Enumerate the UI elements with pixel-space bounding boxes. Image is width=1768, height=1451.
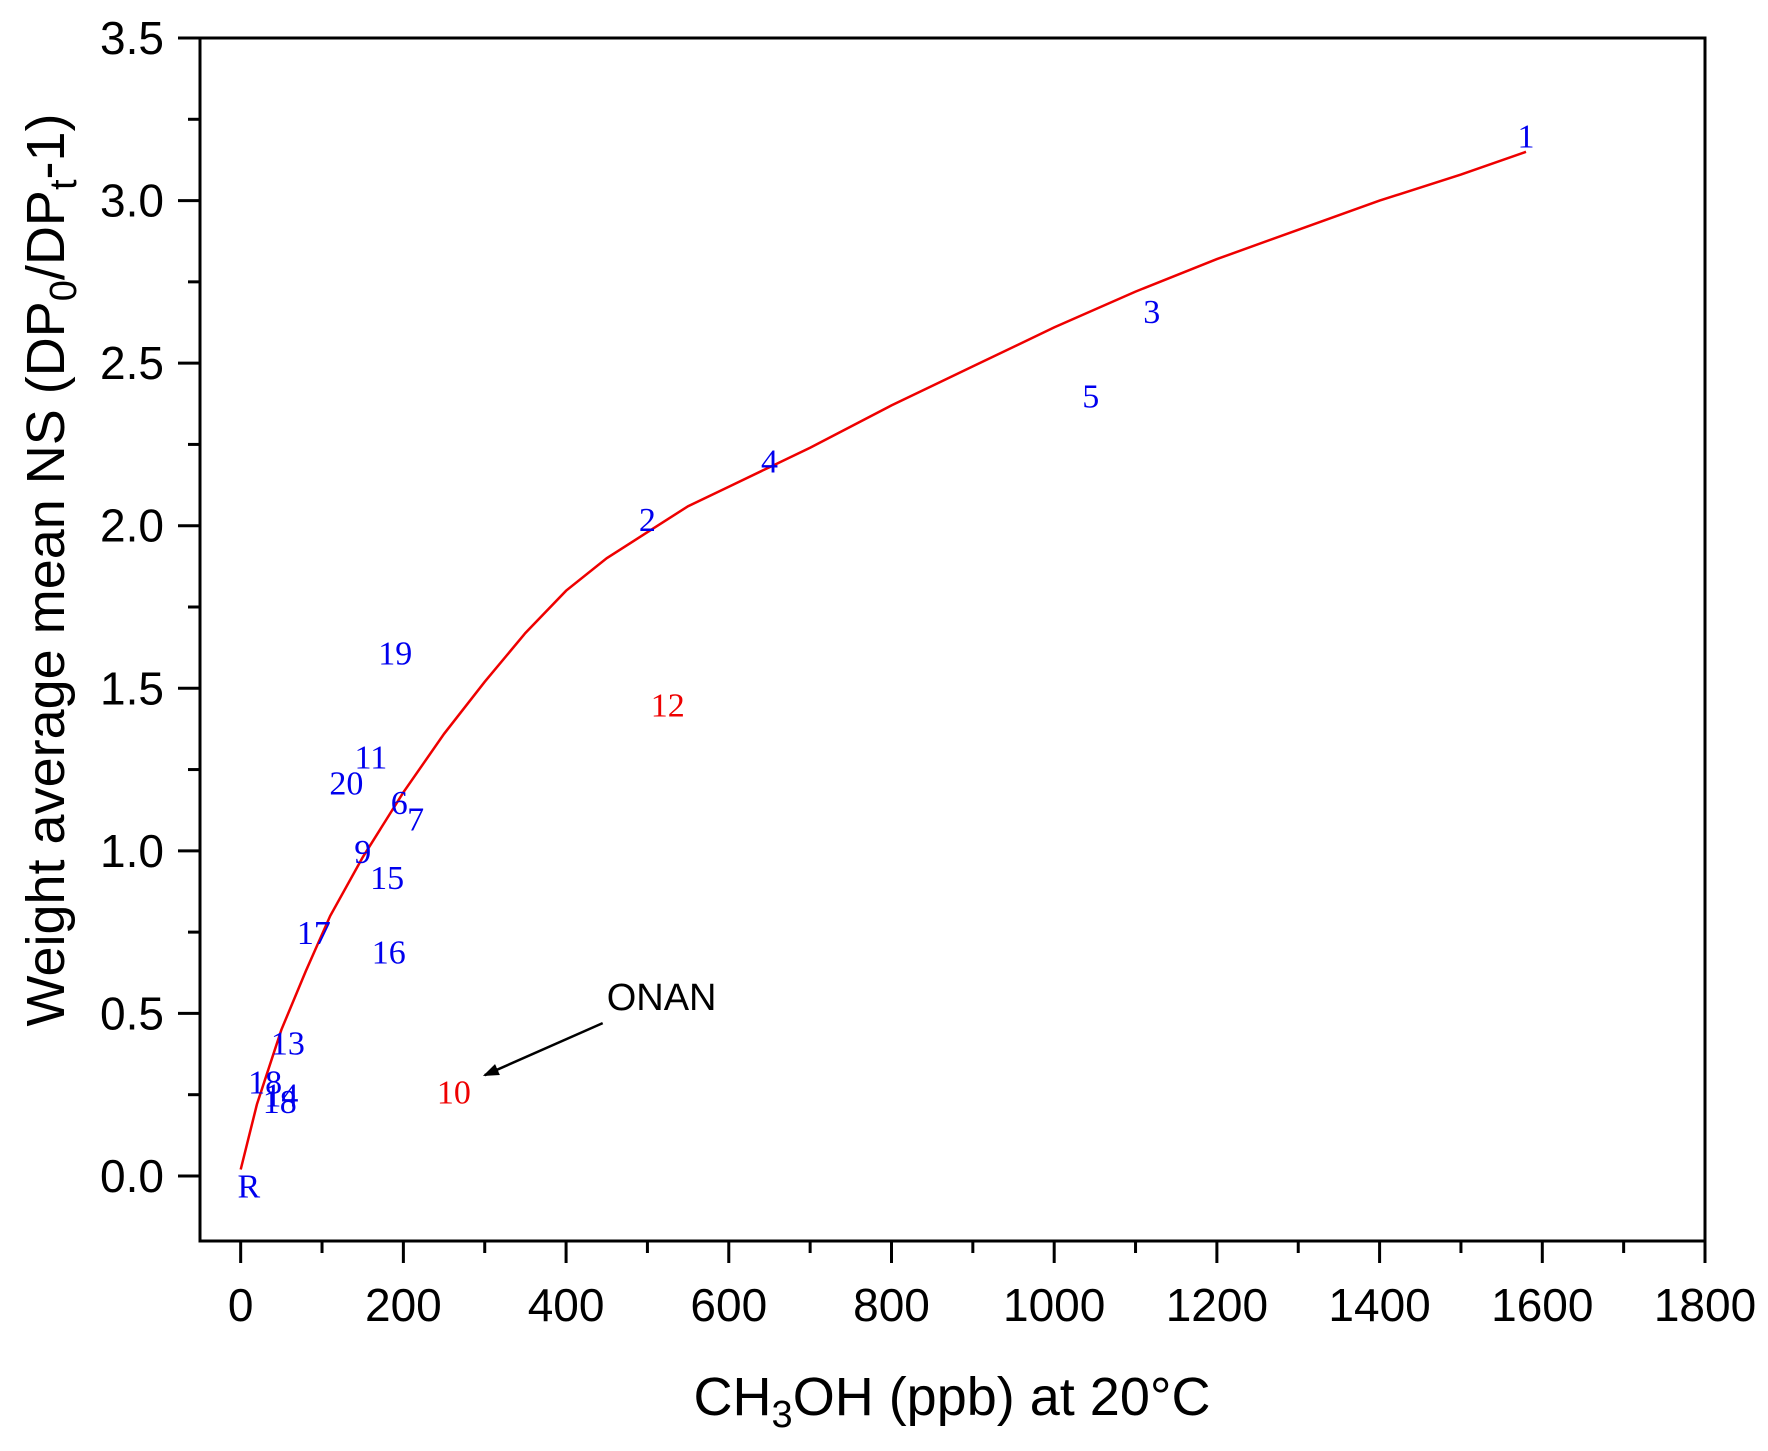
x-tick-label: 1800	[1654, 1279, 1756, 1331]
x-tick-label: 800	[853, 1279, 930, 1331]
x-axis-title-sub: 3	[772, 1394, 793, 1436]
data-point-label-16: 16	[372, 935, 406, 972]
x-tick-label: 200	[365, 1279, 442, 1331]
y-axis-title-sub: t	[43, 179, 85, 190]
fit-curve	[239, 150, 1527, 1170]
data-point-label-R: R	[237, 1169, 260, 1206]
x-tick-label: 400	[528, 1279, 605, 1331]
annotation-arrow	[482, 1022, 604, 1077]
y-axis-title-part: /DP	[16, 190, 76, 280]
x-axis-title-suffix: OH (ppb) at 20°C	[793, 1367, 1211, 1427]
data-point-label-15: 15	[370, 860, 404, 897]
x-axis-title: CH3OH (ppb) at 20°C	[694, 1367, 1211, 1436]
x-axis-title-prefix: CH	[694, 1367, 772, 1427]
data-point-label-2: 2	[639, 502, 656, 539]
y-tick-label: 1.5	[100, 662, 164, 714]
data-point-label-13: 13	[271, 1026, 305, 1063]
data-point-label-18: 18	[248, 1065, 282, 1102]
data-point-label-4: 4	[761, 444, 778, 481]
x-tick-label: 1400	[1328, 1279, 1430, 1331]
data-point-label-12: 12	[651, 688, 685, 725]
y-tick-label: 3.5	[100, 12, 164, 64]
plot-area-frame	[198, 36, 1707, 1243]
y-tick-labels: 0.0 0.5 1.0 1.5 2.0 2.5 3.0 3.5	[100, 12, 164, 1202]
data-point-label-20: 20	[329, 766, 363, 803]
annotations: ONAN	[482, 977, 717, 1077]
x-tick-label: 0	[228, 1279, 254, 1331]
y-tick-label: 3.0	[100, 175, 164, 227]
y-axis-title-sub: 0	[43, 280, 85, 301]
x-tick-label: 1600	[1491, 1279, 1593, 1331]
x-tick-label: 1200	[1166, 1279, 1268, 1331]
data-point-label-9: 9	[354, 834, 371, 871]
data-point-label-1: 1	[1518, 119, 1535, 156]
data-point-label-6: 6	[391, 785, 408, 822]
y-tick-label: 2.0	[100, 500, 164, 552]
data-point-label-10: 10	[437, 1074, 471, 1111]
y-tick-label: 0.0	[100, 1150, 164, 1202]
y-axis-title: Weight average mean NS (DP0/DPt-1)	[16, 113, 85, 1026]
y-tick-label: 0.5	[100, 987, 164, 1039]
y-tick-label: 2.5	[100, 337, 164, 389]
y-axis-title-part: Weight average mean NS (DP	[16, 301, 76, 1026]
x-tick-label: 600	[690, 1279, 767, 1331]
data-point-label-3: 3	[1143, 294, 1160, 331]
data-point-label-7: 7	[407, 801, 424, 838]
y-axis-title-part: -1)	[16, 113, 76, 179]
data-point-label-14: 14	[264, 1078, 298, 1115]
data-point-label-11: 11	[354, 740, 387, 777]
y-tick-label: 1.0	[100, 825, 164, 877]
annotation-label: ONAN	[607, 977, 717, 1019]
data-point-label-18: 18	[263, 1084, 297, 1121]
axis-ticks	[178, 36, 1707, 1263]
data-point-label-17: 17	[297, 915, 331, 952]
x-tick-labels: 0 200 400 600 800 1000 1200 1400 1600 1800	[228, 1279, 1756, 1331]
data-point-label-19: 19	[378, 636, 412, 673]
x-tick-label: 1000	[1003, 1279, 1105, 1331]
data-point-label-5: 5	[1082, 379, 1099, 416]
